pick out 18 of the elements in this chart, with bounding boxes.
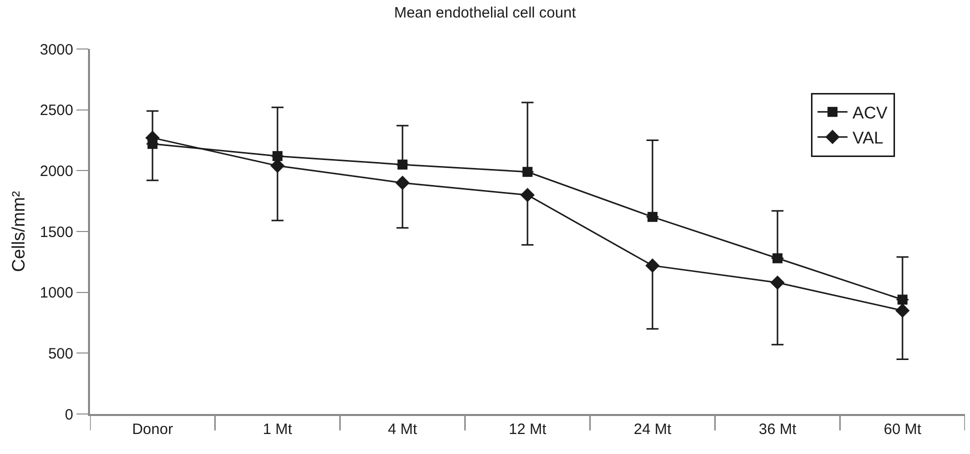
legend-label: ACV bbox=[852, 103, 888, 122]
chart-title: Mean endothelial cell count bbox=[394, 4, 577, 22]
x-tick-label: 12 Mt bbox=[508, 420, 548, 438]
y-tick-label: 500 bbox=[48, 345, 74, 362]
y-axis-title: Cells/mm² bbox=[8, 191, 29, 272]
legend-label: VAL bbox=[852, 128, 884, 148]
x-tick-label: 4 Mt bbox=[388, 420, 418, 438]
x-tick-label: 36 Mt bbox=[758, 420, 798, 438]
y-tick-label: 1500 bbox=[40, 224, 74, 241]
x-tick-label: 1 Mt bbox=[262, 420, 293, 438]
x-tick-label: Donor bbox=[132, 420, 173, 438]
y-tick-label: 0 bbox=[64, 406, 74, 424]
y-tick-label: 2000 bbox=[40, 162, 74, 180]
y-tick-label: 1000 bbox=[40, 284, 74, 302]
x-tick-label: 24 Mt bbox=[634, 420, 672, 438]
y-tick-label: 2500 bbox=[40, 102, 74, 120]
y-tick-label: 3000 bbox=[40, 41, 74, 58]
x-tick-label: 60 Mt bbox=[884, 420, 922, 438]
